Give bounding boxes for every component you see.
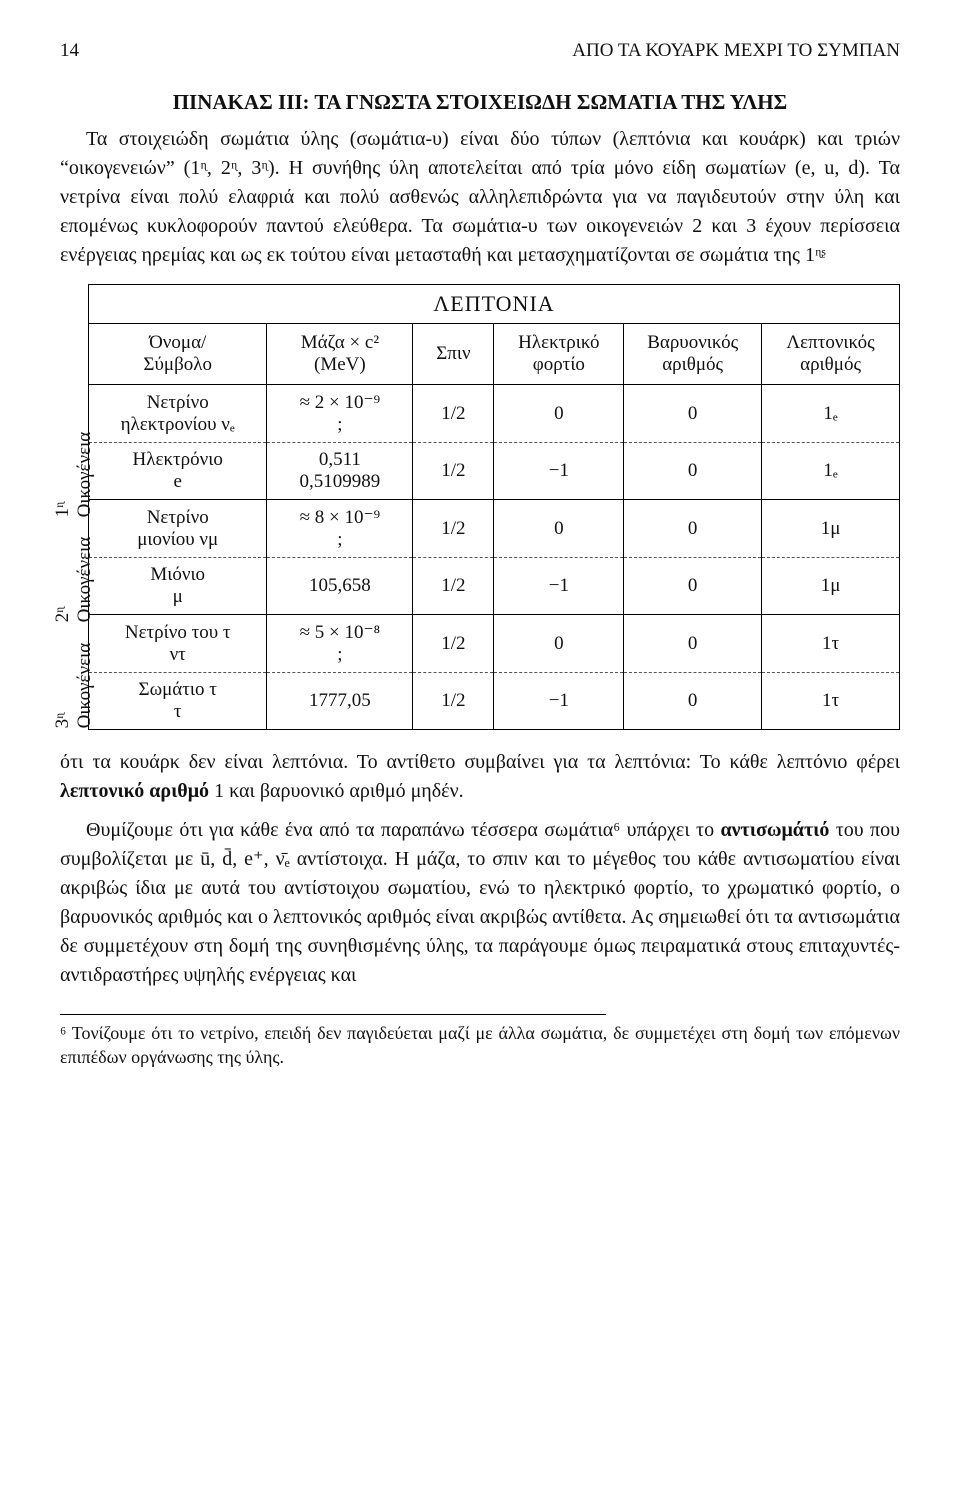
cell-name: Μιόνιομ: [89, 558, 267, 615]
cell-mass: 105,658: [267, 558, 413, 615]
cell-lepton: 1τ: [762, 673, 900, 730]
col-baryon: Βαρυονικόςαριθμός: [624, 324, 762, 385]
family-labels-column: 1ᶯ Οικογένεια 2ᶯ Οικογένεια 3ᶯ Οικογένει…: [60, 284, 88, 730]
cell-spin: 1/2: [413, 500, 494, 558]
cell-name: Ηλεκτρόνιοe: [89, 443, 267, 500]
family-label-2: 2ᶯ Οικογένεια: [60, 519, 88, 624]
family-label-1: 1ᶯ Οικογένεια: [60, 414, 88, 519]
cell-name: Νετρίνοηλεκτρονίου νₑ: [89, 385, 267, 443]
cell-charge: 0: [494, 500, 624, 558]
table-title: ΠΙΝΑΚΑΣ ΙΙΙ: ΤΑ ΓΝΩΣΤΑ ΣΤΟΙΧΕΙΩΔΗ ΣΩΜΑΤΙ…: [60, 90, 900, 115]
table-row: Νετρίνομιονίου νμ ≈ 8 × 10⁻⁹; 1/2 0 0 1μ: [89, 500, 900, 558]
col-charge: Ηλεκτρικόφορτίο: [494, 324, 624, 385]
cell-mass: ≈ 8 × 10⁻⁹;: [267, 500, 413, 558]
footnote-rule: [60, 1014, 606, 1021]
footnote-text: ⁶ Τονίζουμε ότι το νετρίνο, επειδή δεν π…: [60, 1021, 900, 1070]
table-header-row: Όνομα/Σύμβολο Μάζα × c²(MeV) Σπιν Ηλεκτρ…: [89, 324, 900, 385]
cell-lepton: 1ₑ: [762, 443, 900, 500]
col-name: Όνομα/Σύμβολο: [89, 324, 267, 385]
cell-name: Σωμάτιο ττ: [89, 673, 267, 730]
table-row: Νετρίνοηλεκτρονίου νₑ ≈ 2 × 10⁻⁹; 1/2 0 …: [89, 385, 900, 443]
cell-lepton: 1μ: [762, 500, 900, 558]
cell-lepton: 1τ: [762, 615, 900, 673]
cell-baryon: 0: [624, 500, 762, 558]
cell-name: Νετρίνομιονίου νμ: [89, 500, 267, 558]
table-row: Σωμάτιο ττ 1777,05 1/2 −1 0 1τ: [89, 673, 900, 730]
cell-baryon: 0: [624, 443, 762, 500]
cell-spin: 1/2: [413, 673, 494, 730]
col-spin: Σπιν: [413, 324, 494, 385]
cell-spin: 1/2: [413, 615, 494, 673]
cell-spin: 1/2: [413, 385, 494, 443]
running-head: ΑΠΟ ΤΑ ΚΟΥΑΡΚ ΜΕΧΡΙ ΤΟ ΣΥΜΠΑΝ: [572, 40, 900, 62]
page: 14 ΑΠΟ ΤΑ ΚΟΥΑΡΚ ΜΕΧΡΙ ΤΟ ΣΥΜΠΑΝ ΠΙΝΑΚΑΣ…: [0, 0, 960, 1504]
cell-lepton: 1ₑ: [762, 385, 900, 443]
cell-mass: ≈ 5 × 10⁻⁸;: [267, 615, 413, 673]
cell-baryon: 0: [624, 385, 762, 443]
running-head-row: 14 ΑΠΟ ΤΑ ΚΟΥΑΡΚ ΜΕΧΡΙ ΤΟ ΣΥΜΠΑΝ: [60, 40, 900, 62]
leptonia-table-wrap: 1ᶯ Οικογένεια 2ᶯ Οικογένεια 3ᶯ Οικογένει…: [60, 284, 900, 730]
col-lepton: Λεπτονικόςαριθμός: [762, 324, 900, 385]
cell-charge: −1: [494, 443, 624, 500]
page-number: 14: [60, 40, 79, 62]
intro-paragraph: Τα στοιχειώδη σωμάτια ύλης (σωμάτια-υ) ε…: [60, 125, 900, 270]
table-row: Νετρίνο του τντ ≈ 5 × 10⁻⁸; 1/2 0 0 1τ: [89, 615, 900, 673]
family-label-3: 3ᶯ Οικογένεια: [60, 625, 88, 730]
cell-charge: 0: [494, 385, 624, 443]
cell-charge: −1: [494, 558, 624, 615]
col-mass: Μάζα × c²(MeV): [267, 324, 413, 385]
cell-baryon: 0: [624, 558, 762, 615]
cell-mass: 1777,05: [267, 673, 413, 730]
table-row: Ηλεκτρόνιοe 0,5110,5109989 1/2 −1 0 1ₑ: [89, 443, 900, 500]
table-row: Μιόνιομ 105,658 1/2 −1 0 1μ: [89, 558, 900, 615]
cell-spin: 1/2: [413, 443, 494, 500]
paragraph-after-1: ότι τα κουάρκ δεν είναι λεπτόνια. Το αντ…: [60, 748, 900, 806]
cell-charge: −1: [494, 673, 624, 730]
cell-baryon: 0: [624, 673, 762, 730]
leptonia-table: ΛΕΠΤΟΝΙΑ Όνομα/Σύμβολο Μάζα × c²(MeV) Σπ…: [88, 284, 900, 730]
cell-mass: ≈ 2 × 10⁻⁹;: [267, 385, 413, 443]
cell-name: Νετρίνο του τντ: [89, 615, 267, 673]
cell-baryon: 0: [624, 615, 762, 673]
cell-lepton: 1μ: [762, 558, 900, 615]
cell-mass: 0,5110,5109989: [267, 443, 413, 500]
after-table-text: ότι τα κουάρκ δεν είναι λεπτόνια. Το αντ…: [60, 748, 900, 990]
paragraph-after-2: Θυμίζουμε ότι για κάθε ένα από τα παραπά…: [60, 816, 900, 990]
cell-charge: 0: [494, 615, 624, 673]
table-section-title: ΛΕΠΤΟΝΙΑ: [89, 285, 900, 324]
cell-spin: 1/2: [413, 558, 494, 615]
